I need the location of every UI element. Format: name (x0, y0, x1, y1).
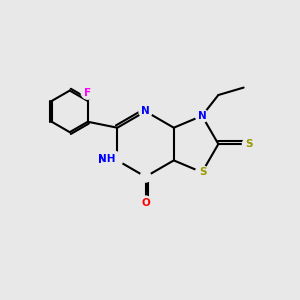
Text: F: F (84, 88, 91, 98)
Text: F: F (84, 88, 91, 98)
Text: N: N (198, 111, 206, 121)
Text: N: N (141, 106, 150, 116)
Text: N: N (141, 106, 150, 116)
Text: S: S (245, 139, 253, 149)
Text: NH: NH (98, 154, 116, 164)
Text: S: S (200, 167, 207, 177)
Circle shape (196, 166, 208, 179)
Circle shape (103, 151, 122, 170)
Circle shape (139, 105, 152, 118)
Text: N: N (198, 111, 206, 121)
Text: O: O (141, 198, 150, 208)
Circle shape (140, 171, 151, 182)
Text: O: O (141, 198, 150, 208)
Text: S: S (200, 167, 207, 177)
Circle shape (139, 196, 152, 209)
Circle shape (196, 109, 208, 122)
Circle shape (242, 137, 256, 151)
Text: S: S (245, 139, 253, 149)
Text: NH: NH (98, 155, 116, 165)
Circle shape (81, 86, 94, 99)
